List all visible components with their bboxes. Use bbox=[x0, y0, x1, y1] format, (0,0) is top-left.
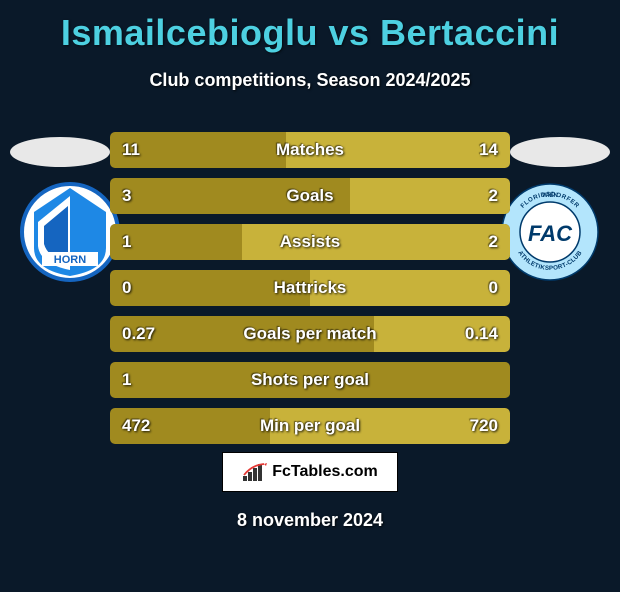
stats-container: 11 14 Matches 3 2 Goals 1 2 Assists 0 0 Hattricks 0.… bbox=[110, 132, 510, 454]
stat-value-left: 1 bbox=[122, 370, 131, 390]
stat-value-left: 472 bbox=[122, 416, 150, 436]
player-right-photo-placeholder bbox=[510, 137, 610, 167]
vs-word: vs bbox=[328, 12, 369, 53]
stat-value-right: 0 bbox=[489, 278, 498, 298]
stat-label: Min per goal bbox=[260, 416, 360, 436]
stat-value-left: 1 bbox=[122, 232, 131, 252]
stat-value-left: 0.27 bbox=[122, 324, 155, 344]
comparison-title: Ismailcebioglu vs Bertaccini bbox=[0, 12, 620, 54]
player-left-photo-placeholder bbox=[10, 137, 110, 167]
stat-row: 0 0 Hattricks bbox=[110, 270, 510, 306]
player-right-name: Bertaccini bbox=[380, 12, 559, 53]
stat-label: Hattricks bbox=[274, 278, 347, 298]
snapshot-date: 8 november 2024 bbox=[237, 510, 383, 531]
stat-value-left: 11 bbox=[122, 140, 140, 160]
stat-label: Goals bbox=[286, 186, 333, 206]
svg-text:WIEN: WIEN bbox=[542, 193, 558, 199]
subtitle: Club competitions, Season 2024/2025 bbox=[0, 70, 620, 91]
stat-value-right: 2 bbox=[489, 186, 498, 206]
stat-value-left: 0 bbox=[122, 278, 131, 298]
site-label: FcTables.com bbox=[272, 463, 378, 481]
stat-row: 11 14 Matches bbox=[110, 132, 510, 168]
left-club-badge: HORN bbox=[20, 182, 120, 282]
fac-badge-icon: FLORIDSDORFER ATHLETIKSPORT-CLUB WIEN FA… bbox=[500, 182, 600, 282]
stat-row: 472 720 Min per goal bbox=[110, 408, 510, 444]
stat-label: Shots per goal bbox=[251, 370, 369, 390]
right-club-badge: FLORIDSDORFER ATHLETIKSPORT-CLUB WIEN FA… bbox=[500, 182, 600, 282]
stat-value-right: 0.14 bbox=[465, 324, 498, 344]
stat-row: 0.27 0.14 Goals per match bbox=[110, 316, 510, 352]
stat-value-left: 3 bbox=[122, 186, 131, 206]
svg-text:HORN: HORN bbox=[54, 254, 86, 266]
fctables-logo-icon bbox=[242, 462, 268, 482]
stat-value-right: 720 bbox=[470, 416, 498, 436]
stat-label: Assists bbox=[280, 232, 340, 252]
stat-value-right: 14 bbox=[479, 140, 498, 160]
player-left-name: Ismailcebioglu bbox=[61, 12, 318, 53]
stat-label: Matches bbox=[276, 140, 344, 160]
svg-text:FAC: FAC bbox=[528, 221, 573, 246]
sv-horn-badge-icon: HORN bbox=[20, 182, 120, 282]
stat-row: 1 2 Assists bbox=[110, 224, 510, 260]
stat-bar-right bbox=[350, 178, 510, 214]
site-attribution: FcTables.com bbox=[222, 452, 398, 492]
stat-row: 1 Shots per goal bbox=[110, 362, 510, 398]
stat-row: 3 2 Goals bbox=[110, 178, 510, 214]
stat-label: Goals per match bbox=[243, 324, 376, 344]
stat-value-right: 2 bbox=[489, 232, 498, 252]
